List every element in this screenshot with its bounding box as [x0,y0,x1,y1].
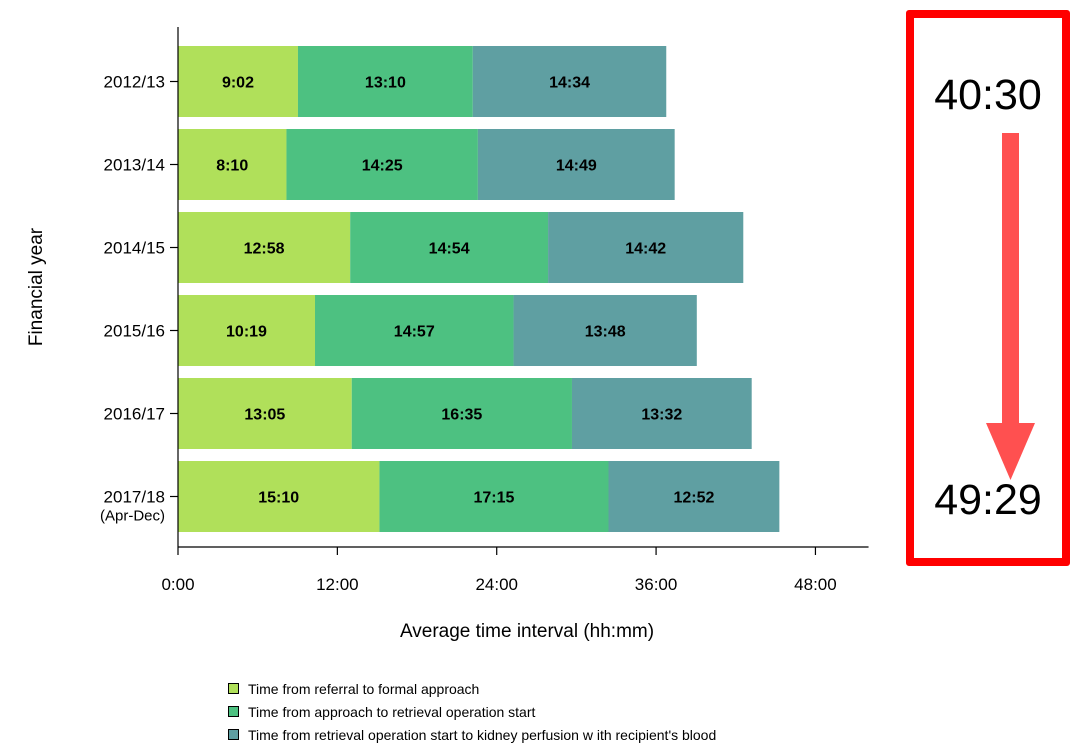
summary-start-value: 40:30 [934,71,1042,119]
x-axis-title: Average time interval (hh:mm) [400,621,654,642]
bar-segment [315,295,514,366]
legend-swatch [228,683,239,694]
bar-segment [350,212,549,283]
segment-label: 14:42 [625,241,666,258]
bar-segment [608,461,780,532]
y-tick-label: 2014/15 [104,239,165,258]
bar-segment [472,46,667,117]
bar-segment [178,461,380,532]
bar-segment [178,129,287,200]
legend-swatch [228,706,239,717]
y-tick-sublabel: (Apr-Dec) [100,508,165,525]
segment-label: 12:52 [673,490,714,507]
segment-label: 14:34 [549,75,590,92]
summary-end-value: 49:29 [934,476,1042,524]
y-tick-label: 2012/13 [104,73,165,92]
bar-segment [178,212,351,283]
x-tick-label: 36:00 [635,575,678,594]
x-tick-label: 24:00 [475,575,518,594]
y-ticks: 2012/13 2013/14 2014/15 2015/16 2016/17 2017/… [100,73,178,525]
segment-label: 12:58 [244,241,285,258]
segment-label: 14:57 [394,324,435,341]
segment-label: 14:25 [362,158,403,175]
segment-label: 13:32 [641,407,682,424]
bar-segment [297,46,473,117]
legend-label: Time from approach to retrieval operatio… [248,703,536,720]
segment-label: 13:10 [365,75,406,92]
bar-segment [548,212,744,283]
legend-item: Time from retrieval operation start to k… [228,723,716,746]
bar-segment [178,46,298,117]
segment-label: 15:10 [258,490,299,507]
segment-label: 13:48 [585,324,626,341]
y-tick-label: 2016/17 [104,405,165,424]
bar-segment [571,378,752,449]
legend-item: Time from approach to retrieval operatio… [228,700,716,723]
segment-label: 9:02 [222,75,254,92]
arrow-shaft [1002,133,1019,423]
summary-box: 40:30 49:29 [906,10,1070,566]
x-ticks: 0:00 12:00 24:00 36:00 48:00 [161,547,837,594]
y-tick-label: 2017/18 [104,488,165,507]
stacked-bar-chart: 9:02 13:10 14:34 8:10 14:25 14:49 12:58 14:54 14… [26,27,869,642]
arrow-head [986,423,1035,480]
bar-segment [178,378,352,449]
y-tick-label: 2013/14 [104,156,165,175]
segment-label: 14:54 [429,241,470,258]
segment-label: 17:15 [473,490,514,507]
bar-segment [286,129,478,200]
bar-segment [513,295,697,366]
legend: Time from referral to formal approach Tim… [228,677,716,746]
y-axis-title: Financial year [26,227,47,346]
segment-label: 13:05 [244,407,285,424]
x-tick-label: 0:00 [161,575,194,594]
bars-layer [178,46,780,532]
down-arrow-icon [986,133,1035,480]
bar-segment [178,295,316,366]
segment-label: 14:49 [556,158,597,175]
bar-segment [477,129,675,200]
y-tick-label: 2015/16 [104,322,165,341]
bar-segment [351,378,572,449]
x-tick-label: 12:00 [316,575,359,594]
segment-label: 10:19 [226,324,267,341]
segment-label: 8:10 [216,158,248,175]
legend-swatch [228,729,239,740]
legend-label: Time from referral to formal approach [248,680,480,697]
legend-item: Time from referral to formal approach [228,677,716,700]
segment-label: 16:35 [441,407,482,424]
legend-label: Time from retrieval operation start to k… [248,726,717,743]
segment-labels-layer: 9:02 13:10 14:34 8:10 14:25 14:49 12:58 14:54 14… [216,75,714,507]
x-tick-label: 48:00 [794,575,837,594]
bar-segment [379,461,609,532]
